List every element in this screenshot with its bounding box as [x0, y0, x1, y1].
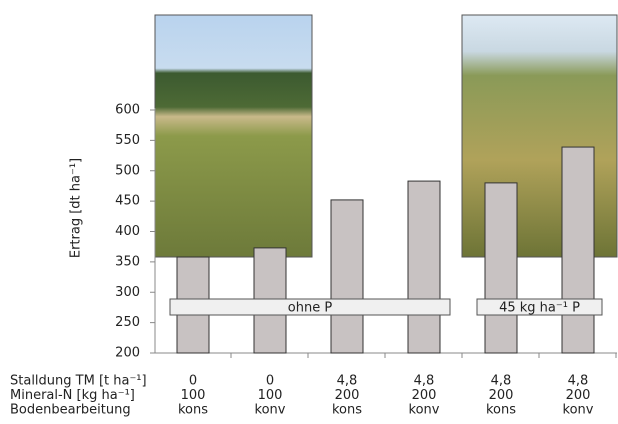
row-value: 200	[489, 388, 514, 403]
row-value: 4,8	[568, 374, 589, 389]
row-value: 4,8	[414, 374, 435, 389]
row-value: kons	[486, 403, 516, 418]
row-value: 100	[181, 388, 206, 403]
photo	[155, 15, 312, 257]
y-tick-label: 400	[115, 224, 140, 239]
annotation: 45 kg ha⁻¹ P	[499, 301, 580, 316]
row-value: 200	[412, 388, 437, 403]
y-tick-label: 450	[115, 194, 140, 209]
annotation: ohne P	[288, 301, 333, 316]
y-tick-label: 500	[115, 163, 140, 178]
bar	[562, 147, 594, 353]
y-axis-label: Ertrag [dt ha⁻¹]	[69, 158, 84, 258]
row-value: 0	[266, 374, 274, 389]
y-tick-label: 550	[115, 133, 140, 148]
bar	[485, 183, 517, 353]
y-tick-label: 200	[115, 346, 140, 361]
row-label: Mineral-N [kg ha⁻¹]	[10, 388, 135, 403]
row-value: konv	[255, 403, 286, 418]
y-tick-label: 300	[115, 285, 140, 300]
row-value: 200	[335, 388, 360, 403]
row-value: 0	[189, 374, 197, 389]
row-value: kons	[332, 403, 362, 418]
bar	[331, 200, 363, 353]
y-tick-label: 350	[115, 254, 140, 269]
row-value: 200	[566, 388, 591, 403]
bar	[408, 181, 440, 353]
row-value: 4,8	[491, 374, 512, 389]
row-label: Stalldung TM [t ha⁻¹]	[10, 374, 147, 389]
y-tick-label: 250	[115, 315, 140, 330]
row-value: 100	[258, 388, 283, 403]
row-value: 4,8	[337, 374, 358, 389]
row-value: konv	[563, 403, 594, 418]
y-tick-label: 600	[115, 103, 140, 118]
chart: Ertrag [dt ha⁻¹] 200 250 300 350 400 450 500 55…	[0, 0, 618, 424]
row-label: Bodenbearbeitung	[10, 403, 131, 418]
row-value: konv	[409, 403, 440, 418]
row-value: kons	[178, 403, 208, 418]
